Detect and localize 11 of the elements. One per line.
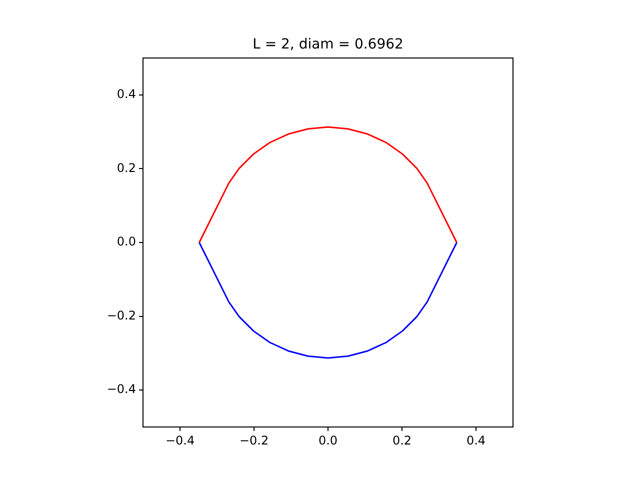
x-tick-label: 0.2 bbox=[392, 433, 412, 448]
y-tick-label: 0.2 bbox=[116, 160, 136, 175]
y-tick-label: 0.0 bbox=[116, 234, 136, 249]
y-tick-label: 0.4 bbox=[116, 87, 136, 102]
x-tick-label: 0.0 bbox=[318, 433, 338, 448]
y-tick-label: −0.2 bbox=[106, 308, 136, 322]
x-tick-label: −0.2 bbox=[239, 433, 269, 448]
x-tick-label: 0.4 bbox=[466, 433, 486, 448]
chart-title: L = 2, diam = 0.6962 bbox=[252, 36, 404, 53]
y-tick-label: −0.4 bbox=[106, 382, 136, 396]
x-tick-label: −0.4 bbox=[165, 433, 195, 448]
